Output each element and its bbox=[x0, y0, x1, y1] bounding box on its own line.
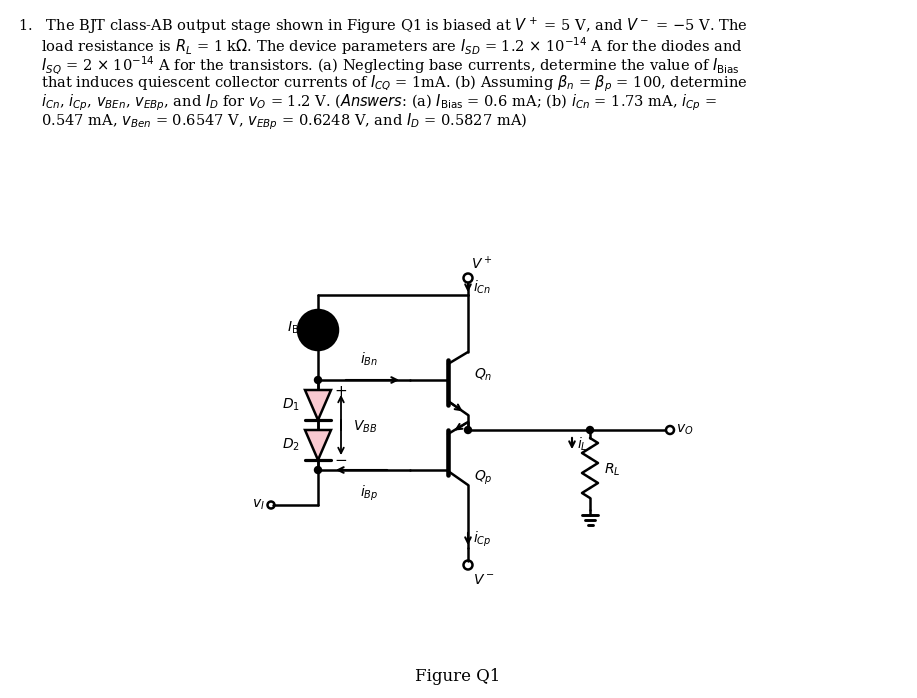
Circle shape bbox=[315, 466, 322, 473]
Text: $i_{Bn}$: $i_{Bn}$ bbox=[360, 350, 378, 368]
Text: 0.547 mA, $v_{Ben}$ = 0.6547 V, $v_{EBp}$ = 0.6248 V, and $I_D$ = 0.5827 mA): 0.547 mA, $v_{Ben}$ = 0.6547 V, $v_{EBp}… bbox=[18, 111, 527, 132]
Polygon shape bbox=[305, 390, 331, 420]
Text: $i_{Cn}$: $i_{Cn}$ bbox=[473, 279, 492, 296]
Text: $-$: $-$ bbox=[335, 451, 348, 466]
Text: $D_2$: $D_2$ bbox=[282, 437, 300, 453]
Text: $V^+$: $V^+$ bbox=[471, 255, 492, 272]
Text: Figure Q1: Figure Q1 bbox=[415, 668, 501, 685]
Text: $i_{Bp}$: $i_{Bp}$ bbox=[359, 484, 378, 503]
Circle shape bbox=[587, 426, 593, 433]
Text: $Q_n$: $Q_n$ bbox=[474, 367, 492, 383]
Circle shape bbox=[298, 310, 338, 350]
Text: $i_{Cp}$: $i_{Cp}$ bbox=[473, 529, 492, 549]
Text: $V^-$: $V^-$ bbox=[473, 573, 494, 587]
Text: +: + bbox=[335, 384, 348, 399]
Text: that induces quiescent collector currents of $I_{CQ}$ = 1mA. (b) Assuming $\beta: that induces quiescent collector current… bbox=[18, 73, 747, 94]
Text: $I_\mathrm{Bias}$: $I_\mathrm{Bias}$ bbox=[287, 320, 313, 336]
Circle shape bbox=[315, 376, 322, 383]
Circle shape bbox=[465, 426, 471, 433]
Text: $v_I$: $v_I$ bbox=[252, 498, 265, 512]
Text: $v_O$: $v_O$ bbox=[676, 423, 693, 437]
Text: $D_1$: $D_1$ bbox=[282, 396, 300, 413]
Polygon shape bbox=[305, 430, 331, 460]
Text: load resistance is $R_L$ = 1 k$\Omega$. The device parameters are $I_{SD}$ = 1.2: load resistance is $R_L$ = 1 k$\Omega$. … bbox=[18, 35, 743, 57]
Text: $i_L$: $i_L$ bbox=[577, 436, 588, 453]
Text: $R_L$: $R_L$ bbox=[604, 462, 621, 478]
Text: $I_{SQ}$ = 2 $\times$ 10$^{-14}$ A for the transistors. (a) Neglecting base curr: $I_{SQ}$ = 2 $\times$ 10$^{-14}$ A for t… bbox=[18, 54, 740, 76]
Text: $i_{Cn}$, $i_{Cp}$, $v_{BEn}$, $v_{EBp}$, and $I_D$ for $v_O$ = 1.2 V. ($\mathit: $i_{Cn}$, $i_{Cp}$, $v_{BEn}$, $v_{EBp}$… bbox=[18, 92, 717, 112]
Text: $V_{BB}$: $V_{BB}$ bbox=[353, 419, 377, 435]
Text: 1.   The BJT class-AB output stage shown in Figure Q1 is biased at $V^+$ = 5 V, : 1. The BJT class-AB output stage shown i… bbox=[18, 16, 747, 36]
Text: $Q_p$: $Q_p$ bbox=[474, 469, 492, 487]
